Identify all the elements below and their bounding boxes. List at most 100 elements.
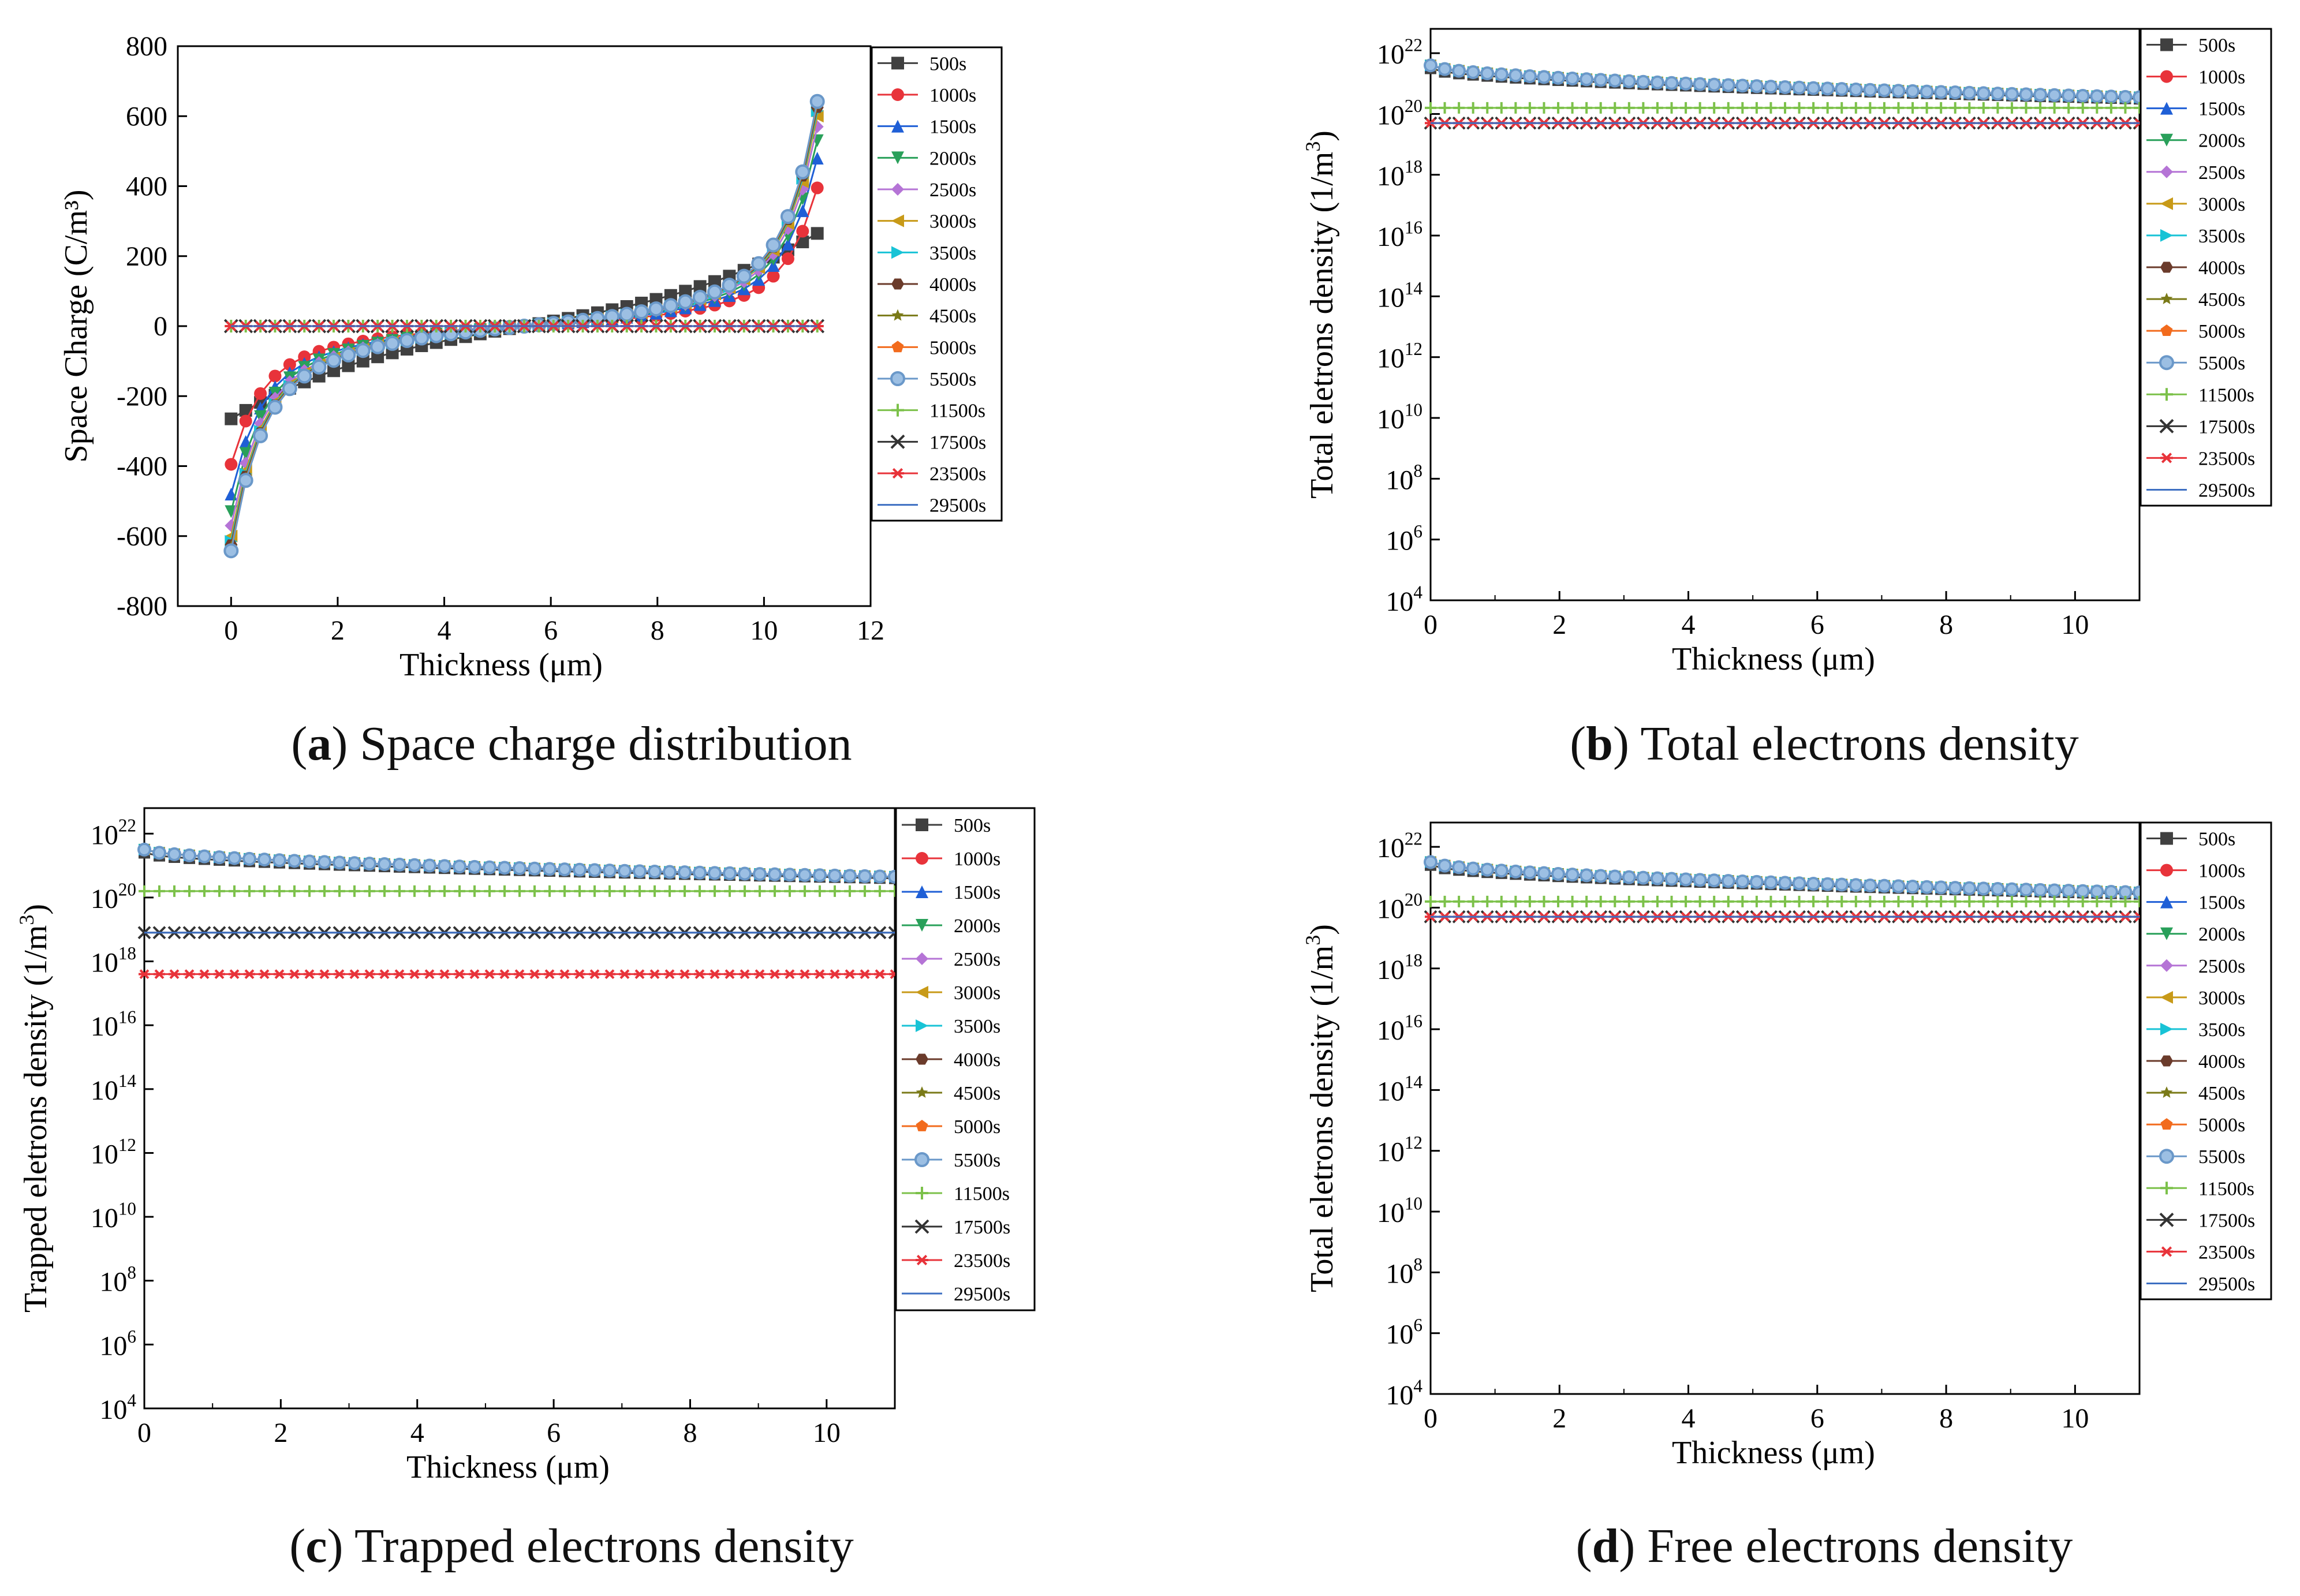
point-b-5500s <box>1806 81 1821 95</box>
point-b-5500s <box>1835 82 1849 96</box>
point-b-11500s <box>2006 102 2018 114</box>
caption-b: (b) Total electrons density <box>1570 717 2079 771</box>
x-tick-label-c: 6 <box>547 1418 561 1448</box>
point-a-5500s <box>326 353 341 368</box>
legend-marker-5500s <box>914 1152 929 1167</box>
legend-label-29500s: 29500s <box>954 1284 1010 1305</box>
point-c-11500s <box>409 885 420 897</box>
legend-label-11500s: 11500s <box>929 401 985 422</box>
point-c-23500s <box>514 969 525 980</box>
point-b-11500s <box>1977 102 1989 114</box>
point-d-5500s <box>1792 876 1806 891</box>
point-c-23500s <box>274 969 285 980</box>
point-b-11500s <box>1651 102 1663 114</box>
point-b-5500s <box>1849 82 1863 96</box>
legend-marker-1500s <box>916 885 928 898</box>
point-c-5500s <box>648 864 662 879</box>
legend-marker-5500s <box>2159 355 2174 371</box>
point-d-5500s <box>1509 864 1523 879</box>
point-c-5500s <box>348 856 361 870</box>
point-b-11500s <box>1892 102 1905 114</box>
legend-label-500s: 500s <box>929 53 966 74</box>
point-d-5500s <box>1820 877 1835 891</box>
x-tick-label-c: 8 <box>683 1418 697 1448</box>
point-c-23500s <box>574 969 585 980</box>
point-c-5500s <box>543 862 557 876</box>
legend-marker-3500s <box>2160 229 2173 242</box>
legend-marker-1000s <box>2160 864 2173 877</box>
point-c-23500s <box>409 969 420 980</box>
legend-label-4000s: 4000s <box>2198 1051 2245 1072</box>
y-tick-label-b: 1012 <box>1377 339 1422 374</box>
legend-label-4000s: 4000s <box>954 1049 1000 1071</box>
point-d-5500s <box>1664 872 1679 886</box>
point-c-23500s <box>709 969 720 980</box>
point-a-1000s <box>767 270 780 283</box>
point-c-11500s <box>679 885 690 897</box>
point-c-5500s <box>227 851 241 865</box>
legend-label-17500s: 17500s <box>2198 1210 2255 1231</box>
y-axis-label-a: Space Charge (C/m³) <box>58 190 94 463</box>
point-a-5500s <box>809 94 825 109</box>
point-c-11500s <box>559 885 570 897</box>
point-d-5500s <box>1522 865 1537 880</box>
point-b-5500s <box>1735 79 1750 93</box>
point-d-5500s <box>2062 884 2076 898</box>
legend-marker-2500s <box>2160 165 2173 178</box>
point-d-5500s <box>2047 883 2062 898</box>
point-d-11500s <box>2048 895 2060 907</box>
point-c-5500s <box>393 857 406 872</box>
point-b-5500s <box>1749 79 1764 94</box>
legend-marker-17500s <box>914 1219 929 1234</box>
legend-marker-1000s <box>891 88 904 101</box>
point-a-1000s <box>239 414 252 428</box>
point-c-23500s <box>334 969 345 980</box>
point-b-11500s <box>1694 102 1706 114</box>
point-c-11500s <box>454 885 465 897</box>
y-tick-label-b: 1022 <box>1377 35 1422 70</box>
point-c-5500s <box>873 869 887 884</box>
point-c-11500s <box>169 885 180 897</box>
point-c-11500s <box>214 885 225 897</box>
legend-marker-3000s <box>916 986 928 999</box>
point-b-11500s <box>2091 102 2103 114</box>
point-c-11500s <box>544 885 555 897</box>
point-c-5500s <box>272 853 286 868</box>
point-c-23500s <box>859 969 871 980</box>
point-a-1000s <box>225 458 238 471</box>
point-c-11500s <box>184 885 195 897</box>
point-c-11500s <box>709 885 720 897</box>
point-c-11500s <box>319 885 330 897</box>
point-c-11500s <box>694 885 705 897</box>
legend-label-1000s: 1000s <box>2198 67 2245 88</box>
x-tick-label-a: 2 <box>331 615 345 646</box>
legend-marker-5000s <box>916 1120 928 1131</box>
point-a-5500s <box>267 399 283 415</box>
point-b-5500s <box>1580 72 1594 87</box>
legend-label-2500s: 2500s <box>954 949 1000 970</box>
legend-label-23500s: 23500s <box>954 1250 1010 1272</box>
point-b-5500s <box>1622 74 1636 88</box>
x-tick-label-b: 6 <box>1810 610 1824 640</box>
point-c-5500s <box>798 868 812 882</box>
point-c-5500s <box>708 866 722 880</box>
point-c-11500s <box>274 885 285 897</box>
legend-marker-3500s <box>891 246 904 259</box>
x-tick-label-a: 6 <box>544 615 558 646</box>
legend-marker-5000s <box>891 341 904 353</box>
point-d-5500s <box>1806 876 1821 891</box>
point-c-5500s <box>678 865 692 880</box>
point-b-5500s <box>1707 77 1722 92</box>
legend-marker-4000s <box>2160 261 2173 273</box>
legend-label-2000s: 2000s <box>2198 130 2245 152</box>
point-d-11500s <box>1666 895 1678 907</box>
legend-label-3000s: 3000s <box>2198 194 2245 215</box>
point-b-11500s <box>1666 102 1678 114</box>
point-b-5500s <box>1608 73 1622 88</box>
y-tick-label-d: 1022 <box>1377 829 1422 864</box>
legend-marker-4000s <box>891 278 904 290</box>
caption-c: (c) Trapped electrons density <box>289 1519 854 1573</box>
point-d-11500s <box>1907 895 1919 907</box>
y-tick-label-b: 108 <box>1386 461 1422 496</box>
point-b-11500s <box>1552 102 1565 114</box>
